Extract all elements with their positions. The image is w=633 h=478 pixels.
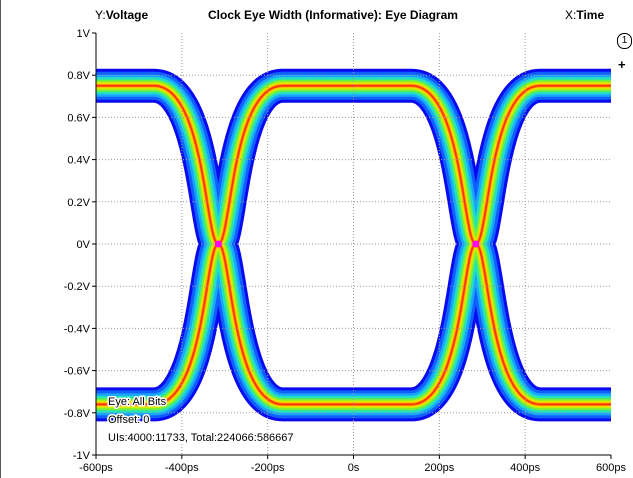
density-band-6: [96, 81, 611, 409]
axes: 1V 0.8V 0.6V 0.4V 0.2V 0V -0.2V -0.4V -0.6V -0.8V…: [64, 28, 627, 474]
center-markers: [214, 240, 480, 248]
y-axis-prefix: Y:: [95, 8, 106, 22]
density-band-2: [96, 71, 611, 419]
density-band-9: [96, 85, 611, 406]
add-marker-button[interactable]: +: [618, 57, 626, 72]
x-tick-label-6: 600ps: [596, 462, 626, 474]
density-band-1: [96, 68, 611, 422]
y-tick-label-7: -0.4V: [64, 323, 91, 335]
density-band-3: [96, 74, 611, 416]
marker-one-button[interactable]: 1: [617, 33, 632, 49]
density-band-7: [96, 83, 611, 407]
y-tick-label-4: 0.2V: [67, 197, 90, 209]
y-tick-label-3: 0.4V: [67, 155, 90, 167]
x-tick-label-2: -200ps: [251, 462, 285, 474]
eye-density-traces: [96, 68, 611, 422]
x-tick-label-5: 400ps: [510, 462, 540, 474]
grid-lines: [96, 33, 611, 455]
y-tick-label-1: 0.8V: [67, 70, 90, 82]
eye-center-marker-1[interactable]: [214, 240, 222, 248]
x-tick-label-3: 0s: [348, 462, 360, 474]
y-tick-label-0: 1V: [77, 28, 91, 40]
y-tick-label-9: -0.8V: [64, 408, 91, 420]
x-axis-header: X:Time: [565, 8, 604, 22]
chart-title: Clock Eye Width (Informative): Eye Diagr…: [208, 8, 458, 22]
y-tick-label-6: -0.2V: [64, 281, 91, 293]
x-tick-label-1: -400ps: [165, 462, 199, 474]
eye-label: Eye: All Bits: [108, 396, 167, 408]
window-border: [0, 0, 1, 478]
y-axis-header: Y:Voltage: [95, 8, 148, 22]
density-band-8: [96, 84, 611, 406]
eye-center-marker-2[interactable]: [472, 240, 480, 248]
density-band-5: [96, 79, 611, 411]
offset-label: Offset: 0: [108, 414, 149, 426]
y-tick-label-8: -0.6V: [64, 366, 91, 378]
x-tick-label-4: 200ps: [424, 462, 454, 474]
y-tick-label-10: -1V: [73, 450, 91, 462]
x-axis-prefix: X:: [565, 8, 577, 22]
y-tick-label-2: 0.6V: [67, 112, 90, 124]
y-axis-name: Voltage: [105, 8, 149, 22]
ui-count-label: UIs:4000:11733, Total:224066:586667: [108, 432, 294, 444]
y-tick-label-5: 0V: [77, 239, 91, 251]
x-axis-name: Time: [576, 8, 605, 22]
x-tick-label-0: -600ps: [79, 462, 113, 474]
density-band-4: [96, 77, 611, 413]
status-overlay: Eye: All Bits Offset: 0 UIs:4000:11733, …: [107, 395, 296, 446]
